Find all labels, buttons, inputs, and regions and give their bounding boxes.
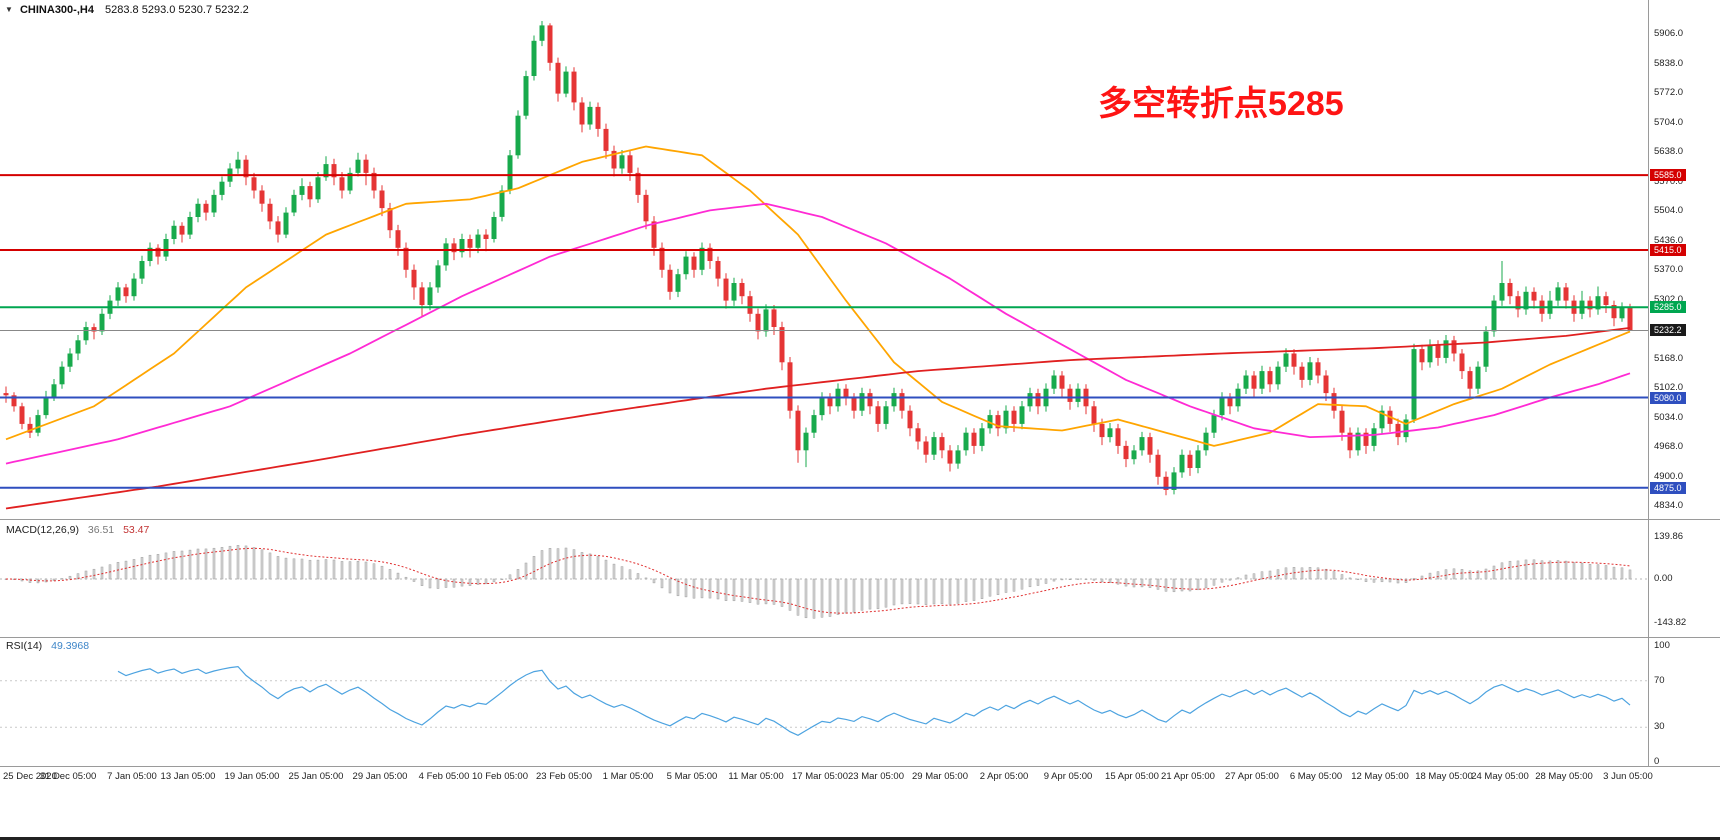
ohlc-readout: 5283.8 5293.0 5230.7 5232.2 bbox=[105, 4, 249, 16]
rsi-axis-label: 100 bbox=[1654, 640, 1670, 651]
rsi-line bbox=[117, 665, 1631, 736]
time-axis-label: 11 Mar 05:00 bbox=[728, 771, 784, 782]
macd-axis-label: 139.86 bbox=[1654, 530, 1684, 542]
price-axis-label: 5570.0 bbox=[1654, 175, 1684, 187]
horizontal-level-lines[interactable] bbox=[0, 174, 1648, 489]
time-axis-label: 9 Apr 05:00 bbox=[1043, 771, 1093, 782]
candlesticks bbox=[3, 21, 1633, 496]
price-axis-label: 4968.0 bbox=[1654, 440, 1684, 452]
time-axis-label: 7 Jan 05:00 bbox=[107, 771, 157, 782]
macd-signal-value: 53.47 bbox=[123, 524, 150, 536]
price-line-badge: 5585.0 bbox=[1650, 169, 1686, 182]
time-axis-label: 18 May 05:00 bbox=[1415, 771, 1473, 782]
price-axis-label: 5704.0 bbox=[1654, 116, 1684, 128]
macd-signal-line bbox=[5, 547, 1631, 614]
price-axis-label: 5102.0 bbox=[1654, 381, 1684, 393]
rsi-panel-label: RSI(14) 49.3968 bbox=[6, 640, 89, 652]
time-axis-label: 10 Feb 05:00 bbox=[472, 771, 528, 782]
time-axis-label: 31 Dec 05:00 bbox=[39, 771, 97, 782]
macd-axis-label: -143.82 bbox=[1654, 616, 1687, 628]
price-line-badge: 5080.0 bbox=[1650, 391, 1686, 404]
rsi-axis-label: 30 bbox=[1654, 721, 1665, 733]
price-axis-label: 4834.0 bbox=[1654, 499, 1684, 511]
macd-panel-label: MACD(12,26,9) 36.51 53.47 bbox=[6, 524, 149, 536]
price-axis-label: 4900.0 bbox=[1654, 470, 1684, 482]
time-axis-label: 27 Apr 05:00 bbox=[1225, 771, 1279, 782]
chart-header: ▼ CHINA300-,H4 5283.8 5293.0 5230.7 5232… bbox=[5, 4, 249, 16]
ma-slow-red bbox=[5, 327, 1631, 510]
rsi-value: 49.3968 bbox=[51, 640, 90, 652]
time-axis-label: 23 Mar 05:00 bbox=[848, 771, 904, 782]
time-axis-label: 6 May 05:00 bbox=[1289, 771, 1343, 782]
collapse-arrow-icon[interactable]: ▼ bbox=[5, 5, 13, 14]
time-axis-label: 25 Jan 05:00 bbox=[288, 771, 344, 782]
price-axis-border bbox=[1648, 0, 1649, 766]
macd-rsi-separator[interactable] bbox=[0, 637, 1720, 638]
price-axis-label: 5906.0 bbox=[1654, 27, 1684, 39]
ma-fast-orange bbox=[5, 145, 1631, 447]
annotation-text[interactable]: 多空转折点5285 bbox=[1098, 85, 1344, 123]
macd-main-value: 36.51 bbox=[87, 524, 115, 536]
price-axis-label: 5504.0 bbox=[1654, 204, 1684, 216]
time-axis-label: 29 Jan 05:00 bbox=[352, 771, 408, 782]
time-axis-separator bbox=[0, 766, 1720, 767]
macd-axis-label: 0.00 bbox=[1654, 573, 1673, 584]
time-axis-label: 17 Mar 05:00 bbox=[792, 771, 848, 782]
main-macd-separator[interactable] bbox=[0, 519, 1720, 520]
time-axis-label: 3 Jun 05:00 bbox=[1603, 771, 1653, 782]
price-axis-label: 5772.0 bbox=[1654, 86, 1684, 98]
price-axis-label: 5034.0 bbox=[1654, 411, 1684, 423]
time-axis-label: 15 Apr 05:00 bbox=[1105, 771, 1159, 782]
macd-indicator-name: MACD(12,26,9) bbox=[6, 524, 79, 536]
price-axis-label: 5638.0 bbox=[1654, 145, 1684, 157]
time-axis-label: 2 Apr 05:00 bbox=[979, 771, 1029, 782]
time-axis-label: 23 Feb 05:00 bbox=[536, 771, 592, 782]
time-axis-label: 25 Dec 2020 bbox=[3, 771, 57, 782]
macd-histogram bbox=[4, 545, 1632, 619]
price-line-badge: 5415.0 bbox=[1650, 243, 1686, 256]
ma-mid-magenta bbox=[5, 202, 1631, 465]
time-axis-label: 5 Mar 05:00 bbox=[666, 771, 718, 782]
rsi-level-lines bbox=[0, 680, 1648, 728]
time-axis-label: 28 May 05:00 bbox=[1535, 771, 1593, 782]
time-axis-label: 24 May 05:00 bbox=[1471, 771, 1529, 782]
rsi-axis-label: 0 bbox=[1654, 756, 1660, 767]
time-axis-label: 29 Mar 05:00 bbox=[912, 771, 968, 782]
symbol-timeframe-label: CHINA300-,H4 bbox=[19, 4, 94, 16]
price-axis-label: 5436.0 bbox=[1654, 234, 1684, 246]
price-line-badge: 5232.2 bbox=[1650, 324, 1686, 337]
time-axis-label: 19 Jan 05:00 bbox=[224, 771, 280, 782]
price-axis-label: 5838.0 bbox=[1654, 57, 1684, 69]
price-axis-label: 5168.0 bbox=[1654, 352, 1684, 364]
price-axis-label: 5302.0 bbox=[1654, 293, 1684, 305]
price-line-badge: 5285.0 bbox=[1650, 301, 1686, 314]
price-line-badge: 4875.0 bbox=[1650, 481, 1686, 494]
time-axis-label: 1 Mar 05:00 bbox=[602, 771, 654, 782]
rsi-axis-label: 70 bbox=[1654, 674, 1665, 686]
time-axis-label: 21 Apr 05:00 bbox=[1161, 771, 1215, 782]
time-axis-label: 4 Feb 05:00 bbox=[418, 771, 470, 782]
price-axis-label: 5370.0 bbox=[1654, 263, 1684, 275]
rsi-indicator-name: RSI(14) bbox=[6, 640, 43, 652]
window-bottom-edge bbox=[0, 837, 1720, 840]
time-axis-label: 12 May 05:00 bbox=[1351, 771, 1409, 782]
time-axis-label: 13 Jan 05:00 bbox=[160, 771, 216, 782]
